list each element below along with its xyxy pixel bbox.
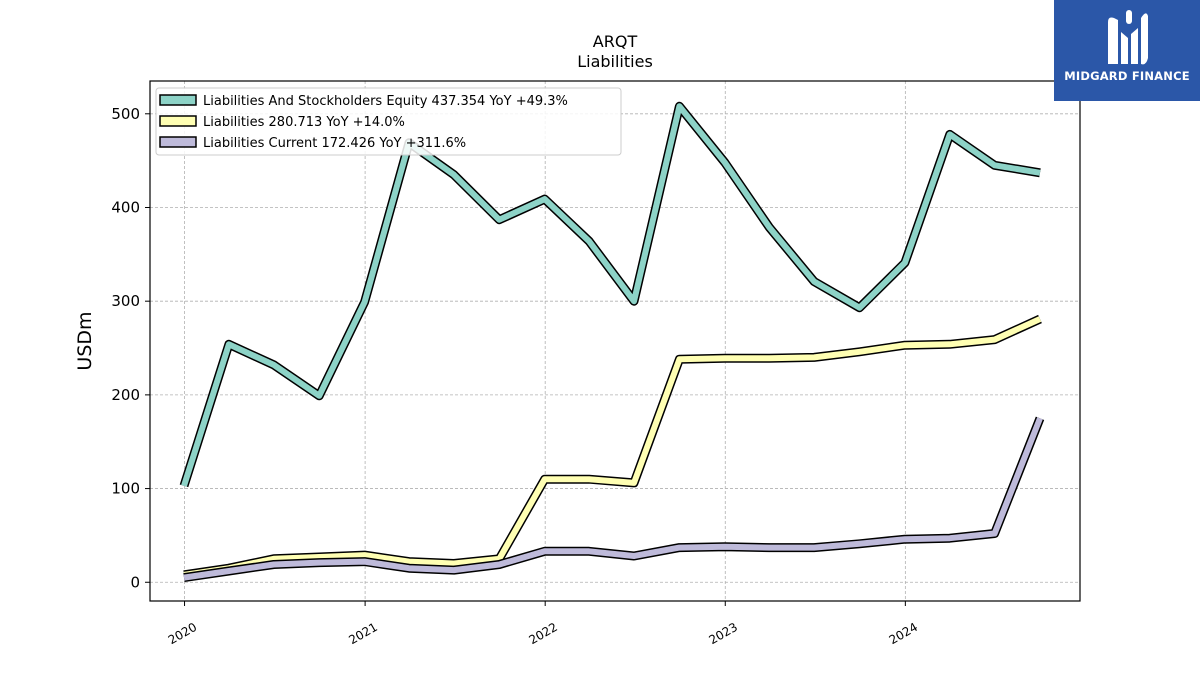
x-tick-label: 2021 xyxy=(346,620,379,647)
series-layer xyxy=(179,101,1045,583)
y-tick-label: 500 xyxy=(111,105,140,123)
series-0 xyxy=(179,101,1041,488)
chart-title: ARQT xyxy=(593,32,638,51)
plot-frame xyxy=(149,80,1081,602)
x-axis: 2020 2021 2022 2023 2024 xyxy=(166,601,920,647)
midgard-mi-logo-icon xyxy=(1108,10,1148,65)
x-tick-label: 2024 xyxy=(887,620,920,647)
y-tick-label: 200 xyxy=(111,386,140,404)
legend-swatch xyxy=(159,136,197,148)
midgard-finance-logo: MIDGARD FINANCE xyxy=(1054,0,1200,101)
y-axis-label: USDm xyxy=(74,311,96,370)
legend: Liabilities And Stockholders Equity 437.… xyxy=(155,87,622,156)
x-tick-label: 2022 xyxy=(526,620,559,647)
series-line xyxy=(181,103,1041,487)
legend-label: Liabilities Current 172.426 YoY +311.6% xyxy=(203,136,466,151)
legend-label: Liabilities 280.713 YoY +14.0% xyxy=(203,115,405,130)
x-tick-label: 2023 xyxy=(707,620,740,647)
legend-swatch xyxy=(159,115,197,127)
series-line xyxy=(183,417,1043,581)
chart-subtitle: Liabilities xyxy=(577,52,653,71)
series-1 xyxy=(183,314,1042,580)
series-2 xyxy=(183,416,1045,583)
legend-swatch xyxy=(159,94,197,106)
legend-label: Liabilities And Stockholders Equity 437.… xyxy=(203,94,568,109)
y-tick-label: 400 xyxy=(111,198,140,216)
x-tick-label: 2020 xyxy=(166,620,199,647)
legend-box xyxy=(155,87,622,156)
y-tick-label: 100 xyxy=(111,480,140,498)
y-tick-label: 0 xyxy=(130,573,140,591)
y-axis: 0 100 200 300 400 500 xyxy=(111,105,150,591)
logo-text: MIDGARD FINANCE xyxy=(1064,69,1190,83)
series-line-outline xyxy=(179,101,1041,488)
series-line xyxy=(183,316,1042,578)
y-tick-label: 300 xyxy=(111,292,140,310)
